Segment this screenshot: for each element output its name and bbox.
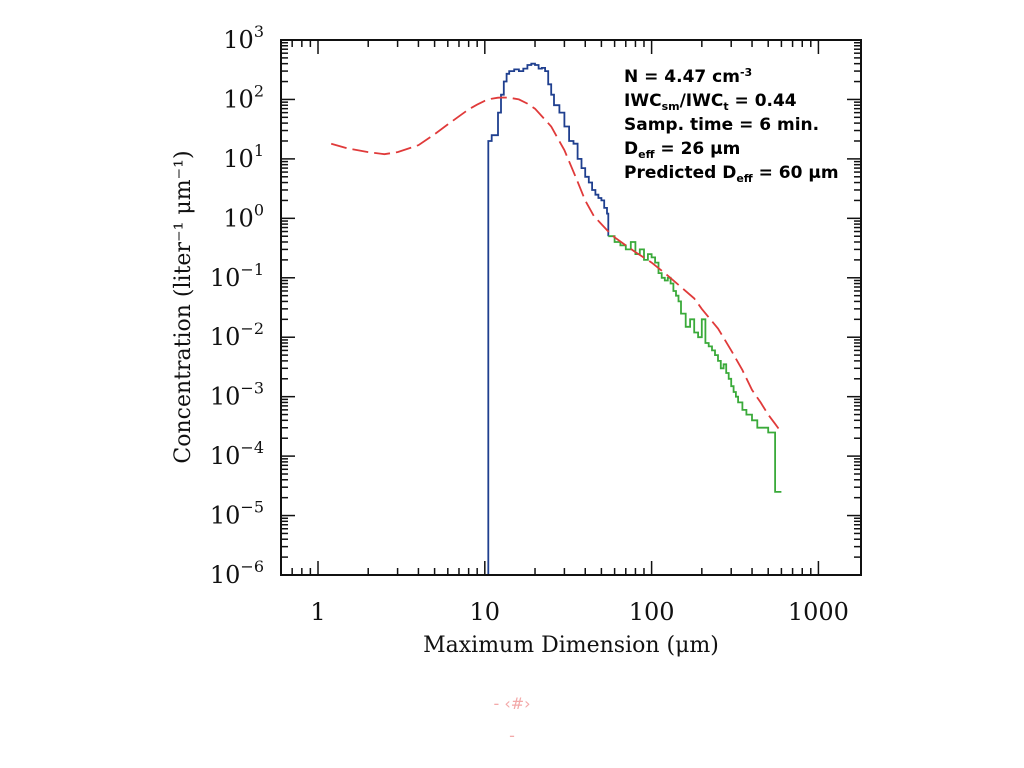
y-tick-label: 101	[223, 141, 264, 173]
y-tick-label: 103	[223, 22, 264, 54]
plot-frame	[280, 39, 862, 576]
y-tick-label: 100	[223, 200, 264, 232]
annotation-line-2: IWCsm​/IWCt​ = 0.44	[624, 91, 797, 113]
x-tick-label: 10	[470, 598, 501, 626]
y-tick-label: 10−1	[210, 260, 264, 292]
y-tick-label: 102	[223, 81, 264, 113]
x-axis-title: Maximum Dimension (μm)	[423, 633, 719, 658]
footer-dash: -	[509, 726, 515, 745]
y-tick-label: 10−5	[210, 498, 264, 530]
tick-layer	[280, 39, 861, 576]
y-tick-label: 10−4	[210, 438, 264, 470]
series-line-2	[608, 235, 782, 493]
y-tick-label: 10−6	[210, 557, 264, 589]
footer-page-number: - ‹#›	[493, 694, 531, 713]
annotation-line-3: Samp. time = 6 min.	[624, 115, 819, 135]
annotation-line-1: N = 4.47 cm-3​	[624, 66, 752, 87]
series-line-1	[352, 62, 610, 576]
tick-label-layer: 1 10 100 1000 10−6 10−5 10−4 10−3 10−2 10−1 100 101…	[210, 22, 849, 626]
annotation-line-4: Deff​ = 26 μm	[624, 139, 740, 161]
series-line-3	[330, 96, 783, 434]
series-layer	[330, 62, 783, 576]
annotation-line-5: Predicted Deff​ = 60 μm	[624, 163, 839, 185]
x-tick-label: 1000	[788, 598, 849, 626]
y-axis-title: Concentration (liter⁻¹ μm⁻¹)	[171, 150, 196, 463]
y-tick-label: 10−3	[210, 379, 264, 411]
y-tick-label: 10−2	[210, 319, 264, 351]
x-tick-label: 1	[310, 598, 325, 626]
x-tick-label: 100	[629, 598, 675, 626]
